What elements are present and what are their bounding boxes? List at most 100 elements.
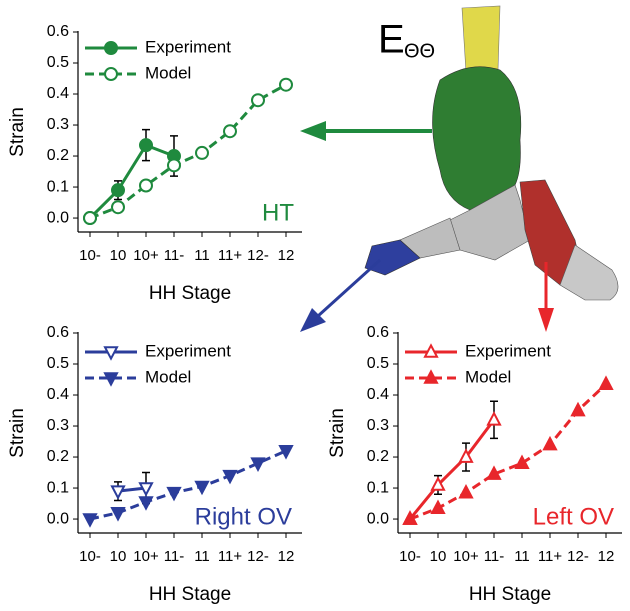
marker <box>402 510 418 525</box>
marker <box>598 375 614 390</box>
marker <box>279 77 293 92</box>
y-axis-label: Strain <box>327 408 348 458</box>
marker <box>278 445 294 460</box>
x-tick-label: 11+ <box>218 548 243 565</box>
marker <box>110 485 126 500</box>
y-axis-label: Strain <box>7 408 28 458</box>
marker <box>458 448 474 463</box>
y-tick-label: 0.3 <box>47 417 69 434</box>
x-tick-label: 11+ <box>218 247 243 264</box>
x-tick-label: 10 <box>430 548 447 565</box>
marker <box>138 496 154 511</box>
marker <box>223 124 237 139</box>
arrows <box>300 121 554 332</box>
marker <box>542 435 558 451</box>
x-tick-label: 10- <box>79 548 101 565</box>
marker <box>430 499 446 514</box>
x-axis-label: HH Stage <box>469 584 551 605</box>
marker <box>103 372 119 387</box>
legend-label: Model <box>465 367 511 386</box>
marker <box>250 457 266 472</box>
x-tick-label: 12- <box>247 548 269 565</box>
x-tick-label: 11- <box>164 548 185 565</box>
y-tick-label: 0.5 <box>47 355 69 372</box>
panel-annotation: HT <box>262 199 294 226</box>
y-tick-label: 0.6 <box>47 23 69 40</box>
x-tick-label: 10+ <box>133 548 159 565</box>
panel-annotation: Left OV <box>533 503 614 530</box>
marker <box>514 454 530 470</box>
marker <box>138 482 154 497</box>
marker <box>103 346 119 361</box>
figure-label-subscript: ΘΘ <box>404 40 435 62</box>
y-tick-label: 0.3 <box>47 116 69 133</box>
x-tick-label: 10 <box>110 548 127 565</box>
marker <box>111 200 125 215</box>
marker <box>195 145 209 160</box>
marker <box>166 486 182 502</box>
x-tick-label: 11- <box>484 548 505 565</box>
y-tick-label: 0.3 <box>367 417 389 434</box>
marker <box>222 469 238 485</box>
marker <box>570 401 586 417</box>
marker <box>423 369 439 384</box>
series-line <box>408 418 496 520</box>
x-tick-label: 12- <box>567 548 589 565</box>
y-tick-label: 0.2 <box>367 448 389 465</box>
x-tick-label: 10 <box>110 247 127 264</box>
y-tick-label: 0.6 <box>367 324 389 341</box>
x-axis-label: HH Stage <box>149 584 231 605</box>
y-axis-label: Strain <box>7 107 28 157</box>
chart: 0.0 0.1 0.2 0.3 0.4 0.5 0.6 10- 10 10+ 11- 11 11+ 12-… <box>7 324 302 605</box>
y-tick-label: 0.0 <box>47 510 69 527</box>
y-tick-label: 0.0 <box>47 209 69 226</box>
marker <box>104 41 118 55</box>
legend-label: Experiment <box>145 341 231 360</box>
x-axis-label: HH Stage <box>149 283 231 304</box>
marker <box>194 480 210 496</box>
chart: 0.0 0.1 0.2 0.3 0.4 0.5 0.6 10- 10 10+ 11- 11 11+ 12-… <box>327 324 622 605</box>
y-tick-label: 0.0 <box>367 510 389 527</box>
marker <box>430 476 446 491</box>
panel-annotation: Right OV <box>195 503 292 530</box>
y-tick-label: 0.1 <box>47 479 69 496</box>
marker <box>82 513 98 528</box>
x-tick-label: 12 <box>598 548 615 565</box>
marker <box>139 178 153 193</box>
y-tick-label: 0.2 <box>47 448 69 465</box>
y-tick-label: 0.1 <box>367 479 389 496</box>
marker <box>167 158 181 173</box>
marker <box>458 483 474 499</box>
marker <box>486 411 502 426</box>
marker <box>83 211 97 226</box>
y-tick-label: 0.1 <box>47 178 69 195</box>
marker <box>423 343 439 358</box>
y-tick-label: 0.5 <box>367 355 389 372</box>
legend-label: Model <box>145 367 191 386</box>
legend-label: Model <box>145 63 191 82</box>
figure-label: E <box>378 18 405 62</box>
legend-label: Experiment <box>145 37 231 56</box>
x-tick-label: 10+ <box>453 548 479 565</box>
x-tick-label: 11 <box>194 548 210 565</box>
marker <box>139 138 153 153</box>
x-tick-label: 11+ <box>538 548 563 565</box>
x-tick-label: 11 <box>514 548 530 565</box>
y-tick-label: 0.2 <box>47 147 69 164</box>
legend-label: Experiment <box>465 341 551 360</box>
y-tick-label: 0.4 <box>47 386 69 403</box>
marker <box>251 93 265 108</box>
x-tick-label: 10- <box>79 247 101 264</box>
marker <box>104 67 118 81</box>
series-line <box>88 143 175 220</box>
x-tick-label: 10+ <box>133 247 159 264</box>
mesh-illustration: E ΘΘ <box>364 5 619 301</box>
y-tick-label: 0.5 <box>47 54 69 71</box>
y-tick-label: 0.4 <box>367 386 389 403</box>
x-tick-label: 12- <box>247 247 269 264</box>
x-tick-label: 10- <box>399 548 421 565</box>
chart: 0.0 0.1 0.2 0.3 0.4 0.5 0.6 10- 10 10+ 11- 11 11+ 12-… <box>7 23 302 304</box>
x-tick-label: 11 <box>194 247 210 264</box>
x-tick-label: 12 <box>278 548 295 565</box>
